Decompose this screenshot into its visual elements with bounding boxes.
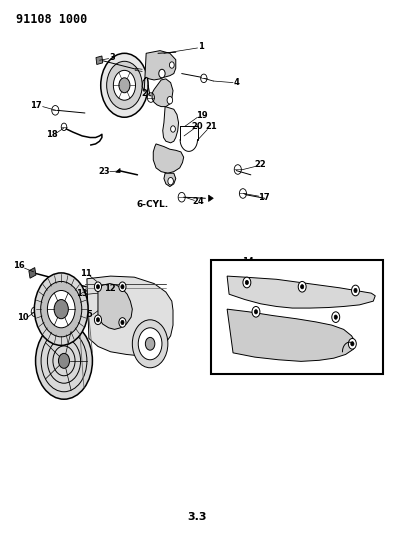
Text: 91108 1000: 91108 1000 [16,13,87,26]
Text: 8: 8 [234,270,240,279]
Circle shape [101,53,148,117]
Polygon shape [227,276,375,308]
Circle shape [121,285,124,289]
Circle shape [145,337,155,350]
Circle shape [301,285,304,289]
Text: 16: 16 [13,261,25,270]
Text: 7: 7 [240,304,245,312]
Circle shape [119,78,130,93]
Circle shape [254,310,258,314]
Circle shape [167,96,173,104]
Polygon shape [152,79,173,107]
Circle shape [94,282,102,292]
Circle shape [121,320,124,325]
Polygon shape [98,284,132,329]
Polygon shape [163,107,179,143]
Circle shape [252,306,260,317]
Circle shape [54,300,68,319]
Text: 17: 17 [258,193,270,201]
Text: 9: 9 [365,350,371,359]
Circle shape [96,285,100,289]
Circle shape [53,346,75,376]
Text: 4: 4 [234,78,240,87]
Circle shape [354,288,357,293]
Polygon shape [96,56,103,64]
Text: 10: 10 [17,313,28,321]
Polygon shape [153,144,184,173]
Polygon shape [87,276,173,356]
Bar [211,260,383,374]
Circle shape [47,338,81,383]
Circle shape [96,318,100,322]
Circle shape [243,277,251,288]
Circle shape [41,281,82,337]
Text: 2: 2 [141,89,147,98]
Text: 15: 15 [238,343,250,352]
Circle shape [352,285,359,296]
Text: 18: 18 [45,130,57,139]
Circle shape [171,126,175,132]
Circle shape [94,315,102,325]
Polygon shape [29,268,36,278]
Polygon shape [227,309,356,361]
Text: 6: 6 [369,292,375,300]
Text: 3: 3 [110,53,115,61]
Text: 23: 23 [99,167,111,176]
Text: 24: 24 [193,197,205,206]
Text: 9: 9 [232,281,238,289]
Circle shape [334,315,337,319]
Circle shape [119,318,126,327]
Circle shape [132,320,168,368]
Text: 5: 5 [86,310,92,319]
Circle shape [348,338,356,349]
Circle shape [41,330,87,392]
Text: 14: 14 [242,257,254,265]
Circle shape [138,328,162,360]
Circle shape [332,312,340,322]
Text: 21: 21 [206,123,218,131]
Text: 5: 5 [368,277,373,286]
Circle shape [351,342,354,346]
Circle shape [119,282,126,292]
Text: 3.3: 3.3 [188,512,207,522]
Polygon shape [116,168,120,173]
Text: 22: 22 [255,160,267,168]
Polygon shape [209,195,213,201]
Circle shape [34,273,88,345]
Polygon shape [164,173,176,187]
Text: 19: 19 [196,111,208,120]
Circle shape [169,62,174,68]
Circle shape [168,177,173,185]
Circle shape [36,322,92,399]
Text: 1: 1 [199,42,204,51]
Text: 11: 11 [80,269,92,278]
Text: 12: 12 [104,285,116,293]
Polygon shape [142,51,176,92]
Text: 17: 17 [30,101,41,109]
Circle shape [298,281,306,292]
Circle shape [107,61,142,109]
Text: 20: 20 [192,123,203,131]
Text: 6-CYL.: 6-CYL. [136,200,168,208]
Circle shape [159,69,165,78]
Circle shape [245,280,248,285]
Circle shape [47,290,75,328]
Circle shape [58,353,70,368]
Text: 13: 13 [76,289,88,297]
Circle shape [113,70,135,100]
